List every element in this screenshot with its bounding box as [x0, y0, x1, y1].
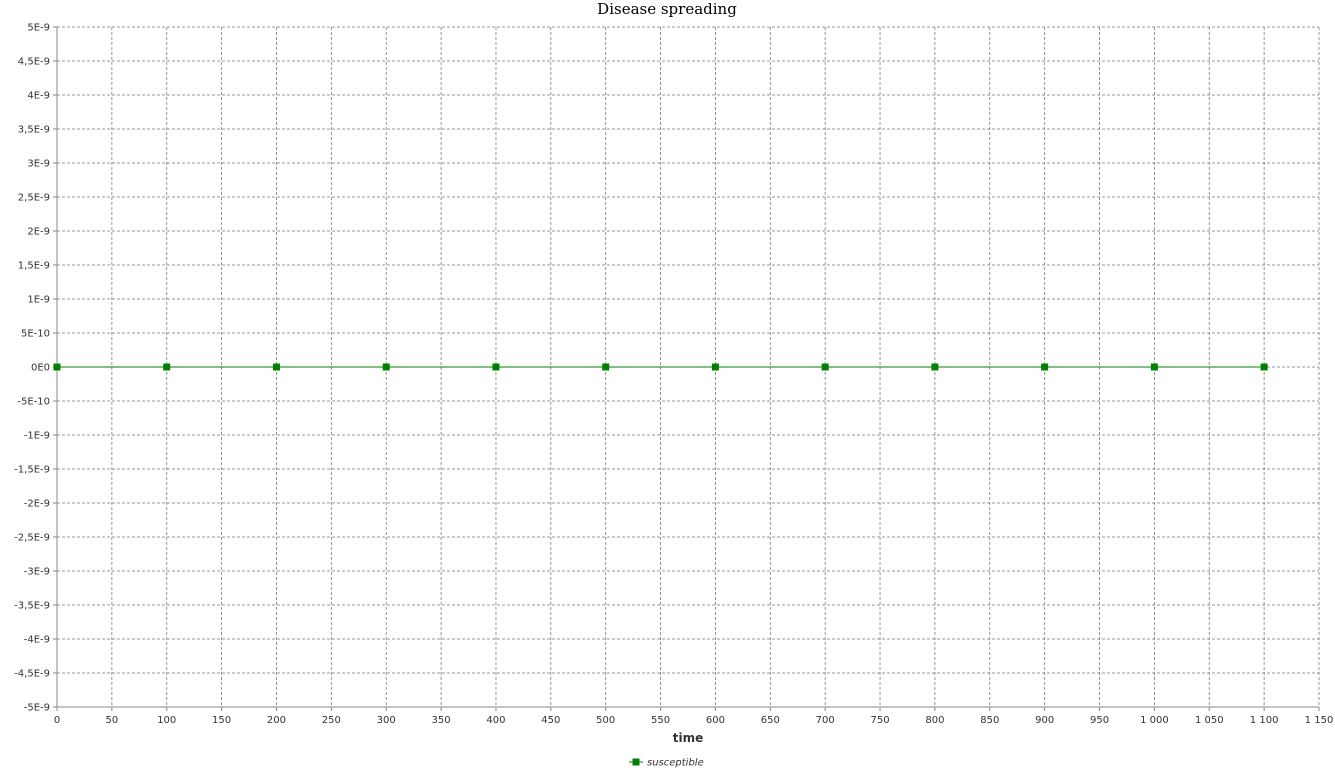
y-tick-label: 2E-9 — [27, 227, 50, 238]
x-tick-label: 950 — [1090, 715, 1109, 726]
x-tick-label: 350 — [432, 715, 451, 726]
x-tick-label: 650 — [761, 715, 780, 726]
axes: 5E-9 4,5E-9 4E-9 3,5E-9 3E-9 2,5E-9 2E-9 1,5E-9… — [14, 23, 1333, 727]
data-point-susceptible — [602, 363, 610, 371]
y-tick-label: 5E-9 — [27, 23, 50, 34]
x-tick-label: 400 — [486, 715, 505, 726]
y-tick-label: -2E-9 — [24, 499, 50, 510]
x-tick-label: 50 — [106, 715, 119, 726]
x-tick-label: 200 — [267, 715, 286, 726]
data-point-susceptible — [382, 363, 390, 371]
data-point-susceptible — [1260, 363, 1268, 371]
y-tick-label: 3E-9 — [27, 159, 50, 170]
data-point-susceptible — [1150, 363, 1158, 371]
x-tick-label: 150 — [212, 715, 231, 726]
x-tick-label: 800 — [925, 715, 944, 726]
x-tick-label: 1 000 — [1140, 715, 1169, 726]
legend-marker — [632, 758, 640, 766]
y-tick-label: -1,5E-9 — [14, 465, 50, 476]
x-tick-label: 550 — [651, 715, 670, 726]
x-tick-label: 250 — [322, 715, 341, 726]
y-tick-label: -5E-10 — [17, 397, 50, 408]
legend-label: susceptible — [647, 758, 704, 769]
data-point-susceptible — [1041, 363, 1049, 371]
x-axis-label: time — [673, 731, 704, 745]
data-point-susceptible — [821, 363, 829, 371]
x-tick-label: 900 — [1035, 715, 1054, 726]
y-tick-label: 2,5E-9 — [18, 193, 50, 204]
data-point-susceptible — [492, 363, 500, 371]
y-tick-label: -2,5E-9 — [14, 533, 50, 544]
data-point-susceptible — [931, 363, 939, 371]
x-tick-label: 700 — [816, 715, 835, 726]
y-tick-label: -4E-9 — [24, 635, 50, 646]
data-point-susceptible — [163, 363, 171, 371]
series-layer — [53, 363, 1268, 371]
x-tick-label: 850 — [980, 715, 999, 726]
y-tick-label: -5E-9 — [24, 703, 50, 714]
data-point-susceptible — [711, 363, 719, 371]
x-tick-label: 100 — [157, 715, 176, 726]
x-tick-label: 1 050 — [1195, 715, 1224, 726]
x-tick-label: 600 — [706, 715, 725, 726]
x-tick-label: 1 150 — [1305, 715, 1334, 726]
x-tick-label: 1 100 — [1250, 715, 1279, 726]
x-tick-label: 450 — [541, 715, 560, 726]
chart-title: Disease spreading — [597, 0, 737, 18]
legend: susceptible — [629, 758, 704, 769]
data-point-susceptible — [53, 363, 61, 371]
y-tick-label: -4,5E-9 — [14, 669, 50, 680]
x-tick-label: 750 — [870, 715, 889, 726]
y-tick-label: 3,5E-9 — [18, 125, 50, 136]
y-tick-label: -1E-9 — [24, 431, 50, 442]
y-tick-label: 0E0 — [31, 363, 50, 374]
y-tick-label: 4E-9 — [27, 91, 50, 102]
y-tick-label: 1E-9 — [27, 295, 50, 306]
y-tick-label: -3E-9 — [24, 567, 50, 578]
data-point-susceptible — [272, 363, 280, 371]
y-tick-label: -3,5E-9 — [14, 601, 50, 612]
y-tick-label: 1,5E-9 — [18, 261, 50, 272]
y-tick-label: 5E-10 — [21, 329, 50, 340]
x-tick-label: 300 — [377, 715, 396, 726]
x-tick-label: 0 — [54, 715, 60, 726]
x-tick-label: 500 — [596, 715, 615, 726]
y-tick-label: 4,5E-9 — [18, 57, 50, 68]
